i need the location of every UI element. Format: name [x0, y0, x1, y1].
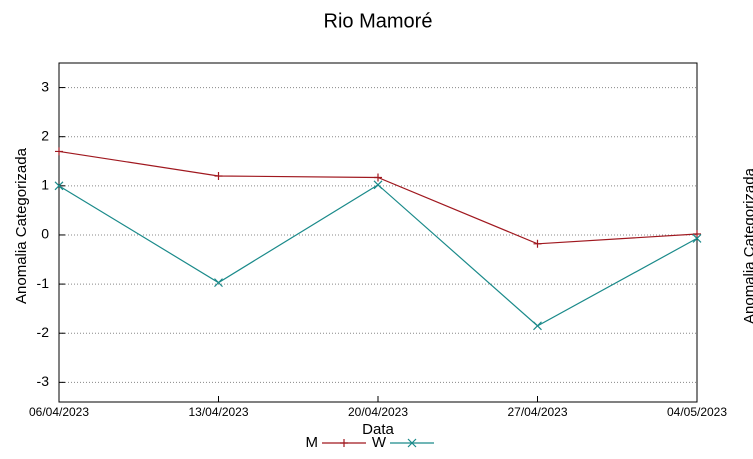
y-axis-label: Anomalia Categorizada — [13, 147, 30, 304]
x-tick-label: 27/04/2023 — [507, 405, 567, 419]
legend-label: W — [372, 434, 387, 451]
plot-border — [58, 62, 698, 403]
point-marker — [214, 172, 223, 180]
y-tick-label: 3 — [41, 78, 49, 94]
point-marker — [533, 239, 542, 248]
point-marker — [407, 438, 417, 448]
x-tick-label: 13/04/2023 — [188, 405, 248, 419]
series-line — [58, 150, 698, 245]
y-tick-label: 0 — [41, 226, 49, 242]
x-axis-label: Data — [362, 421, 394, 438]
legend-label: M — [306, 434, 319, 451]
y-axis-label: Anomalia Categorizada — [741, 167, 753, 324]
point-marker — [214, 278, 223, 288]
point-marker — [340, 439, 348, 447]
series-line — [58, 184, 698, 327]
point-marker — [54, 181, 64, 191]
y-tick-label: -2 — [37, 324, 50, 340]
chart-title: Rio Mamoré — [324, 10, 433, 32]
x-tick-label: 06/04/2023 — [29, 405, 89, 419]
y-tick-label: 2 — [41, 127, 49, 143]
y-tick-label: 1 — [41, 177, 49, 193]
x-tick-label: 20/04/2023 — [348, 405, 408, 419]
point-marker — [693, 229, 701, 238]
point-marker — [533, 321, 542, 331]
point-marker — [692, 233, 702, 243]
x-tick-label: 04/05/2023 — [667, 405, 727, 419]
y-tick-label: -3 — [37, 373, 50, 389]
point-marker — [373, 180, 383, 190]
point-marker — [55, 147, 63, 156]
y-tick-label: -1 — [37, 275, 50, 291]
point-marker — [374, 173, 382, 182]
